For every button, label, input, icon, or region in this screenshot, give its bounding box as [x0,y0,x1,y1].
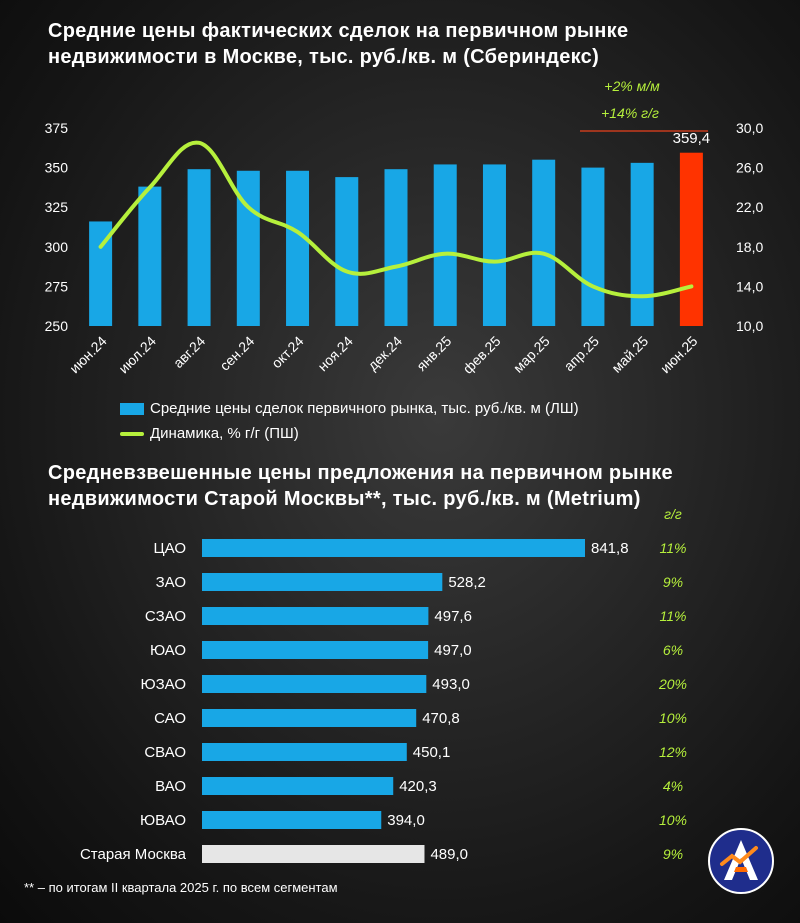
annotation-mm: +2% м/м [604,78,660,94]
bar [286,170,310,326]
x-tick-label: апр.25 [561,333,603,375]
value-label: 489,0 [430,846,468,863]
x-tick-label: май.25 [608,333,651,376]
value-label: 420,3 [399,778,437,795]
bar [335,177,359,326]
bar-total [202,845,425,863]
x-tick-label: янв.25 [413,333,454,374]
right-axis-tick: 14,0 [736,278,763,294]
right-axis-tick: 26,0 [736,160,763,176]
bar [202,675,427,693]
x-tick-label: июн.24 [66,333,110,377]
x-tick-label: авг.24 [170,333,208,371]
yy-label: 12% [659,744,687,760]
chart1-title: Средние цены фактических сделок на перви… [48,20,629,68]
yy-label: 11% [660,608,687,624]
category-label: ЮВАО [140,812,186,829]
annotation-yy: +14% г/г [601,105,659,121]
category-label: САО [154,710,186,727]
value-label: 497,6 [434,608,472,625]
yy-label: 20% [658,676,687,692]
value-label: 470,8 [422,710,460,727]
left-axis-tick: 250 [45,318,69,334]
yy-label: 6% [663,642,683,658]
bar [532,159,556,326]
bar [482,164,506,326]
value-label: 841,8 [591,540,629,557]
category-label: ЦАО [154,540,186,557]
footnote: ** – по итогам II квартала 2025 г. по вс… [24,880,338,895]
category-label: ЮАО [150,642,186,659]
bar [202,777,394,795]
x-tick-label: ноя.24 [314,333,356,375]
right-axis-tick: 22,0 [736,199,763,215]
left-axis-tick: 350 [45,160,69,176]
chart1-plot: 250 275 300 325 350 375 10,0 14,0 18,0 22,0 26,0 30… [45,78,764,377]
metrium-logo-icon [708,828,774,894]
bar [581,167,605,326]
category-label: ЮЗАО [140,676,186,693]
yy-label: 9% [663,846,683,862]
bar [202,607,429,625]
x-tick-label: дек.24 [364,333,405,374]
value-label: 497,0 [434,642,472,659]
left-axis-tick: 300 [45,239,69,255]
dynamics-line [98,140,694,299]
left-axis-tick: 325 [45,199,69,215]
category-label: ВАО [155,778,186,795]
bar [89,221,113,326]
yy-label: 10% [659,710,687,726]
value-label: 493,0 [432,676,470,693]
right-axis-tick: 10,0 [736,318,763,334]
bar [202,709,417,727]
chart2-title: Средневзвешенные цены предложения на пер… [48,462,673,510]
category-label: СЗАО [145,608,186,625]
legend-line-swatch [120,431,144,436]
bar [384,169,408,326]
x-tick-label: сен.24 [216,333,257,374]
x-tick-label: июл.24 [115,333,159,377]
value-label: 450,1 [413,744,451,761]
value-label: 394,0 [387,812,425,829]
x-tick-label: мар.25 [510,333,553,376]
yy-label: 9% [663,574,683,590]
bar-last [679,152,703,326]
x-tick-label: окт.24 [268,333,307,372]
category-label: Старая Москва [80,846,187,863]
last-value-label: 359,4 [673,130,711,147]
bar [202,573,443,591]
legend-line-label: Динамика, % г/г (ПШ) [150,425,299,442]
left-axis-tick: 375 [45,120,69,136]
category-label: СВАО [144,744,186,761]
bar [202,811,382,829]
x-tick-label: фев.25 [460,333,504,377]
legend-bar-swatch [120,402,144,415]
x-tick-label: июн.25 [657,333,701,377]
legend-bar-label: Средние цены сделок первичного рынка, ты… [150,400,579,417]
bar [187,169,211,326]
bar [202,539,585,557]
bar [433,164,457,326]
right-axis-tick: 30,0 [736,120,763,136]
yy-label: 11% [660,540,687,556]
right-axis-tick: 18,0 [736,239,763,255]
left-axis-tick: 275 [45,278,69,294]
legend-bar-series: Средние цены сделок первичного рынка, ты… [120,400,579,417]
category-label: ЗАО [156,574,186,591]
legend-line-series: Динамика, % г/г (ПШ) [120,425,299,442]
bar [138,186,162,326]
bar [630,162,654,326]
bar [202,743,407,761]
yy-label: 10% [659,812,687,828]
value-label: 528,2 [448,574,486,591]
yy-label: 4% [663,778,683,794]
bar [202,641,429,659]
